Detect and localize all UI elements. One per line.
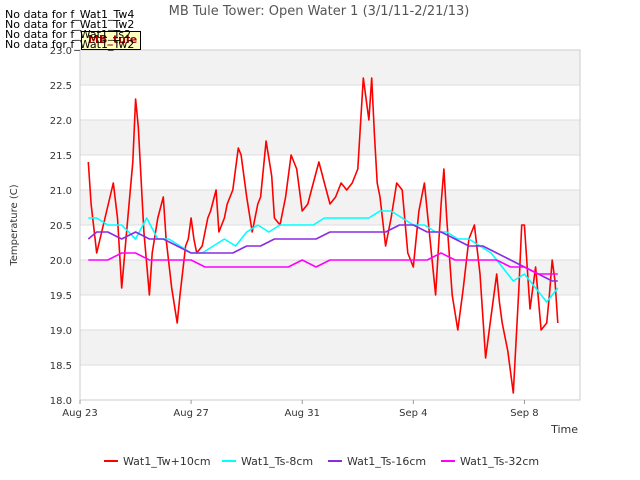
y-tick-label: 22.5 (50, 81, 72, 92)
y-tick-label: 22.0 (50, 116, 72, 127)
legend-label-wat1-tw-10cm: Wat1_Tw+10cm (123, 455, 211, 468)
site-badge: MB_tule (81, 31, 141, 50)
background-band (80, 260, 580, 295)
y-tick-label: 19.5 (50, 291, 72, 302)
legend-label-wat1-ts-16cm: Wat1_Ts-16cm (347, 455, 426, 468)
no-data-message: No data for f_Wat1_Ts2 (5, 28, 132, 41)
background-band (80, 330, 580, 365)
series-line-wat1-tw-10cm (87, 77, 559, 394)
y-tick-label: 18.5 (50, 361, 72, 372)
background-band (80, 190, 580, 225)
x-tick-label: Aug 23 (62, 408, 97, 419)
y-axis-ticks: 18.0 18.5 19.0 19.5 20.0 20.5 21.0 21.5 22.0 22.5… (50, 46, 72, 407)
y-tick-label: 18.0 (50, 396, 72, 407)
y-tick-label: 20.5 (50, 221, 72, 232)
plot-frame (79, 49, 581, 401)
x-tick-label: Sep 4 (399, 408, 427, 419)
x-tick-label: Aug 31 (285, 408, 320, 419)
background-band (80, 50, 580, 85)
background-bands (80, 50, 580, 365)
no-data-message: No data for f_Wat1_Tw2 (5, 38, 135, 51)
no-data-message: No data for f_Wat1_Tw2 (5, 18, 135, 31)
y-axis-label: Temperature (C) (9, 184, 20, 266)
y-tick-label: 19.0 (50, 326, 72, 337)
series-line-wat1-ts-16cm (87, 224, 558, 282)
y-tick-label: 21.0 (50, 186, 72, 197)
x-tick-label: Aug 27 (173, 408, 208, 419)
x-axis-ticks: Aug 23 Aug 27 Aug 31 Sep 4 Sep 8 (62, 400, 539, 419)
chart-title: MB Tule Tower: Open Water 1 (3/1/11-2/21… (169, 4, 470, 19)
legend-label-wat1-ts-8cm: Wat1_Ts-8cm (241, 455, 313, 468)
series-line-wat1-ts-32cm (88, 252, 558, 275)
y-tick-label: 23.0 (50, 46, 72, 57)
legend: Wat1_Tw+10cm Wat1_Ts-8cm Wat1_Ts-16cm Wat1_… (104, 455, 539, 468)
background-band (80, 120, 580, 155)
legend-label-wat1-ts-32cm: Wat1_Ts-32cm (460, 455, 539, 468)
no-data-message: No data for f_Wat1_Tw4 (5, 8, 135, 21)
series-lines (87, 77, 559, 394)
x-axis-label: Time (550, 423, 578, 436)
x-tick-label: Sep 8 (510, 408, 538, 419)
y-tick-label: 20.0 (50, 256, 72, 267)
y-tick-label: 21.5 (50, 151, 72, 162)
